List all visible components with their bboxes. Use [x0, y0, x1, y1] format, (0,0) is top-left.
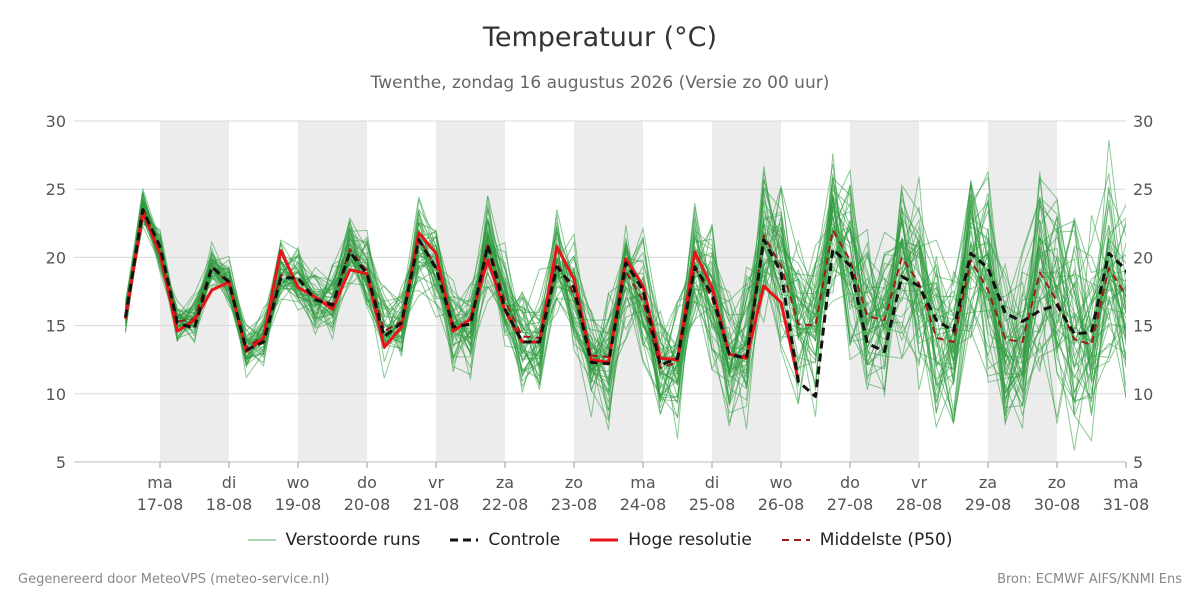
chart-subtitle: Twenthe, zondag 16 augustus 2026 (Versie… — [370, 73, 830, 93]
x-tick-day-label: do — [357, 473, 377, 492]
y-tick-label-right: 30 — [1133, 112, 1153, 131]
legend-item-ensemble[interactable]: Verstoorde runs — [247, 530, 421, 550]
legend-swatch-control — [450, 538, 479, 542]
x-tick-day-label: di — [222, 473, 237, 492]
x-tick-date-label: 21-08 — [413, 495, 460, 514]
y-tick-label-right: 5 — [1133, 453, 1143, 472]
legend-swatch-median — [781, 539, 810, 541]
x-tick-date-label: 23-08 — [551, 495, 598, 514]
ensemble-member-line — [125, 184, 1126, 402]
x-tick-day-label: za — [496, 473, 514, 492]
ensemble-member-line — [125, 184, 1126, 412]
legend-label-median: Middelste (P50) — [819, 530, 953, 550]
y-tick-label-right: 20 — [1133, 248, 1153, 267]
ensemble-member-line — [125, 163, 1126, 398]
x-tick-day-label: wo — [287, 473, 310, 492]
x-tick-day-label: zo — [565, 473, 583, 492]
legend-swatch-hires — [590, 538, 619, 542]
legend-label-control: Controle — [488, 530, 561, 550]
legend-item-control[interactable]: Controle — [450, 530, 560, 550]
y-tick-label-right: 15 — [1133, 317, 1153, 336]
x-tick-date-label: 28-08 — [896, 495, 943, 514]
x-tick-date-label: 29-08 — [965, 495, 1012, 514]
series-line-median — [124, 207, 1126, 369]
x-tick-date-label: 25-08 — [689, 495, 736, 514]
chart-title: Temperatuur (°C) — [482, 22, 718, 53]
x-tick-day-label: zo — [1048, 473, 1066, 492]
x-tick-day-label: di — [705, 473, 720, 492]
y-tick-label-right: 25 — [1133, 180, 1153, 199]
chart-legend: Verstoorde runs Controle Hoge resolutie … — [0, 530, 1200, 550]
x-tick-date-label: 19-08 — [275, 495, 322, 514]
y-tick-label-right: 10 — [1133, 385, 1153, 404]
x-tick-date-label: 30-08 — [1034, 495, 1081, 514]
x-tick-date-label: 26-08 — [758, 495, 805, 514]
ensemble-member-line — [125, 181, 1126, 429]
x-tick-date-label: 31-08 — [1103, 495, 1150, 514]
x-tick-date-label: 24-08 — [620, 495, 667, 514]
y-tick-label-left: 20 — [46, 248, 66, 267]
legend-label-ensemble: Verstoorde runs — [285, 530, 421, 550]
x-tick-day-label: do — [840, 473, 860, 492]
ensemble-member-line — [125, 184, 1126, 422]
x-tick-day-label: ma — [147, 473, 172, 492]
legend-item-hires[interactable]: Hoge resolutie — [590, 530, 752, 550]
legend-item-median[interactable]: Middelste (P50) — [781, 530, 953, 550]
footer-generator: Gegenereerd door MeteoVPS (meteo-service… — [18, 572, 330, 587]
ensemble-member-line — [125, 177, 1126, 413]
x-tick-day-label: vr — [911, 473, 927, 492]
ensemble-member-line — [125, 208, 1126, 418]
x-tick-day-label: vr — [428, 473, 444, 492]
x-tick-date-label: 20-08 — [344, 495, 391, 514]
y-tick-label-left: 10 — [46, 385, 66, 404]
x-tick-day-label: wo — [770, 473, 793, 492]
ensemble-member-line — [125, 139, 1126, 398]
legend-label-hires: Hoge resolutie — [628, 530, 752, 550]
x-tick-day-label: za — [979, 473, 997, 492]
x-tick-day-label: ma — [1113, 473, 1138, 492]
x-tick-date-label: 27-08 — [827, 495, 874, 514]
ensemble-member-line — [125, 171, 1126, 451]
ensemble-member-line — [125, 184, 1126, 402]
footer-source: Bron: ECMWF AIFS/KNMI Ens — [997, 572, 1182, 587]
legend-swatch-ensemble — [247, 539, 276, 541]
y-tick-label-left: 25 — [46, 180, 66, 199]
y-tick-label-left: 5 — [56, 453, 66, 472]
x-tick-date-label: 22-08 — [482, 495, 529, 514]
y-tick-label-left: 15 — [46, 317, 66, 336]
x-tick-date-label: 17-08 — [137, 495, 184, 514]
x-tick-date-label: 18-08 — [206, 495, 253, 514]
y-tick-label-left: 30 — [46, 112, 66, 131]
x-tick-day-label: ma — [630, 473, 655, 492]
